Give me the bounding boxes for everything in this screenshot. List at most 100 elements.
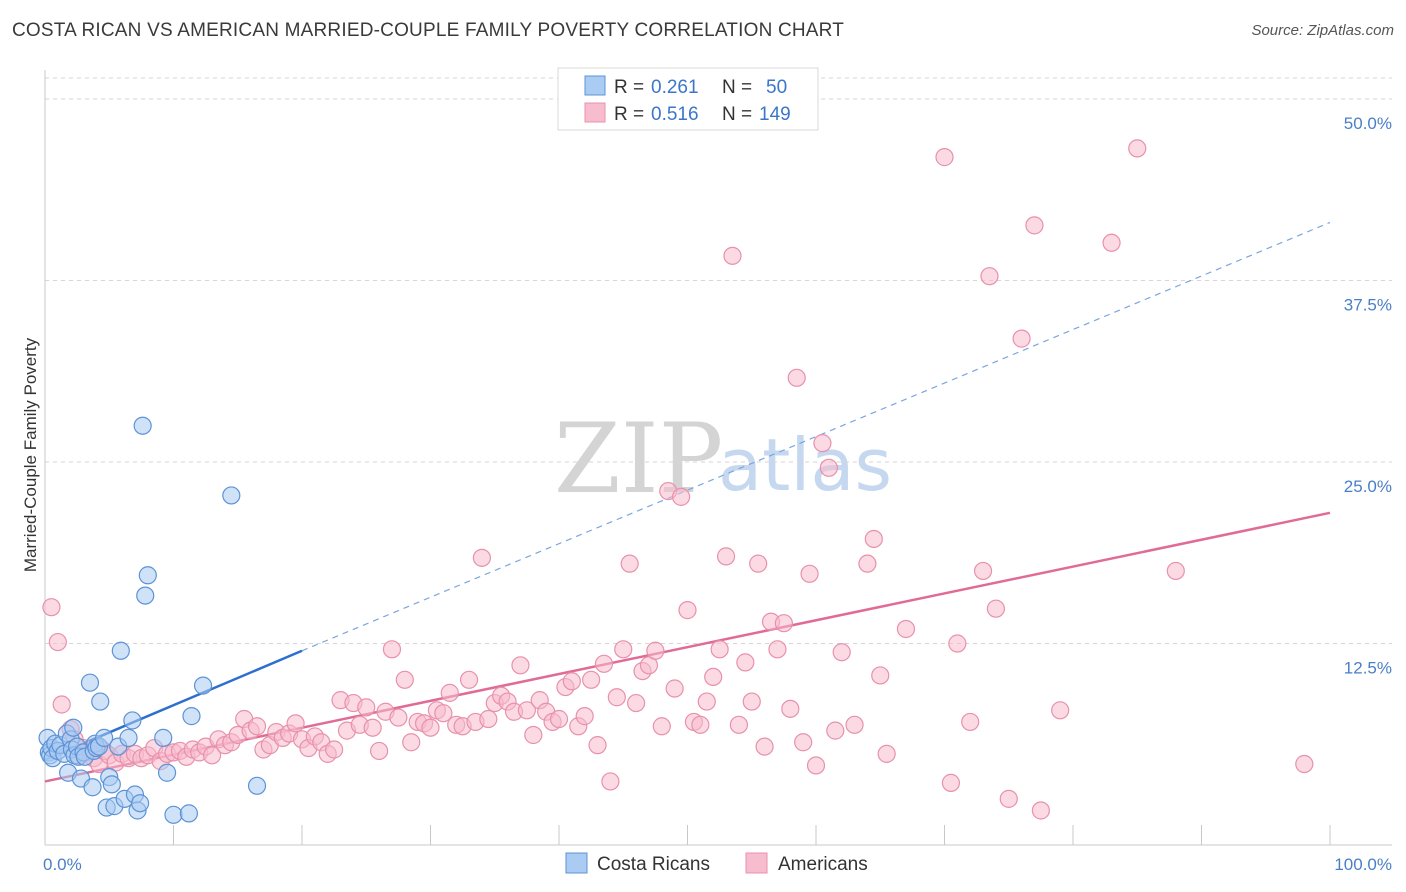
point-americans (716, 547, 736, 566)
point-americans (1166, 561, 1185, 581)
point-costa-ricans (123, 711, 142, 730)
point-americans (626, 693, 646, 713)
point-americans (1012, 329, 1031, 348)
point-americans (52, 695, 71, 714)
point-americans (42, 598, 61, 617)
point-americans (704, 667, 723, 687)
legend-n-label-1: N = (722, 77, 752, 98)
point-americans (845, 715, 864, 734)
point-costa-ricans (133, 416, 152, 435)
point-americans (858, 554, 877, 573)
point-costa-ricans (164, 805, 183, 824)
point-americans (935, 148, 954, 167)
watermark-zip: ZIP (554, 403, 723, 515)
legend-r-label-2: R = (614, 104, 644, 125)
point-costa-ricans (64, 718, 83, 737)
point-costa-ricans (136, 586, 155, 605)
point-costa-ricans (157, 763, 177, 782)
point-americans (749, 554, 768, 573)
point-americans (671, 487, 691, 506)
point-costa-ricans (154, 728, 173, 747)
point-americans (363, 718, 382, 737)
point-americans (941, 773, 961, 792)
point-costa-ricans (95, 728, 114, 747)
point-americans (877, 744, 896, 763)
axes (44, 70, 1392, 846)
legend-n-value-1: 50 (766, 77, 787, 98)
point-americans (864, 529, 883, 549)
point-americans (247, 717, 267, 736)
point-americans (594, 654, 614, 673)
point-americans (601, 772, 620, 791)
point-americans (357, 698, 376, 717)
point-americans (517, 701, 536, 720)
bottom-swatch-americans (745, 852, 768, 874)
tick-labels: 12.5% 25.0% 37.5% 50.0% 0.0% 100.0% (43, 114, 1392, 874)
point-americans (973, 561, 993, 581)
point-americans (691, 715, 710, 734)
point-costa-ricans (91, 692, 110, 711)
legend-r-value-2: 0.516 (651, 104, 699, 125)
point-americans (325, 740, 344, 759)
point-americans (665, 679, 684, 698)
legend-n-value-2: 149 (759, 104, 791, 125)
point-americans (286, 714, 305, 733)
bottom-legend: Costa Ricans Americans (565, 852, 868, 875)
point-costa-ricans (193, 676, 213, 695)
point-americans (768, 640, 787, 659)
point-americans (980, 267, 999, 286)
bottom-legend-americans: Americans (778, 854, 868, 875)
point-americans (389, 708, 408, 727)
point-americans (800, 564, 819, 583)
point-americans (582, 670, 601, 689)
point-americans (511, 656, 530, 675)
point-americans (774, 614, 793, 633)
data-points (38, 139, 1314, 824)
point-costa-ricans (222, 486, 241, 505)
point-americans (524, 725, 543, 745)
point-americans (826, 721, 845, 740)
point-americans (710, 640, 729, 659)
point-costa-ricans (130, 794, 150, 813)
point-americans (729, 715, 749, 734)
point-americans (813, 434, 832, 453)
point-costa-ricans (138, 566, 157, 585)
legend-n-label-2: N = (722, 104, 752, 125)
point-costa-ricans (111, 641, 130, 660)
point-americans (472, 548, 491, 567)
point-americans (370, 741, 389, 761)
point-americans (1295, 754, 1314, 774)
y-tick-label: 25.0% (1344, 477, 1392, 496)
trend-line-costa-ricans-extension (301, 221, 1331, 652)
point-americans (202, 746, 222, 765)
point-americans (697, 692, 716, 711)
y-tick-label: 37.5% (1344, 296, 1392, 315)
point-americans (1025, 216, 1044, 235)
point-americans (575, 707, 594, 726)
legend-swatch-americans (584, 102, 606, 123)
bottom-swatch-costa-ricans (565, 852, 588, 874)
point-americans (1031, 801, 1050, 820)
y-tick-label: 50.0% (1344, 114, 1392, 133)
y-tick-label: 12.5% (1344, 659, 1392, 678)
point-americans (781, 699, 800, 718)
point-americans (736, 653, 755, 672)
point-americans (562, 672, 581, 691)
point-americans (646, 641, 665, 660)
point-americans (1051, 701, 1070, 720)
bottom-legend-costa-ricans: Costa Ricans (597, 854, 710, 875)
top-legend: R = 0.261 N = 50 R = 0.516 N = 149 (557, 67, 819, 131)
point-americans (459, 670, 479, 689)
point-americans (421, 718, 440, 737)
point-americans (434, 704, 453, 723)
x-tick-label: 0.0% (43, 855, 82, 874)
point-americans (440, 683, 459, 702)
y-axis-label: Married-Couple Family Poverty (21, 337, 40, 572)
point-americans (871, 666, 890, 685)
point-americans (652, 717, 671, 736)
point-costa-ricans (80, 673, 100, 692)
point-americans (620, 554, 639, 573)
legend-r-label-1: R = (614, 77, 644, 98)
legend-r-value-1: 0.261 (651, 77, 699, 98)
